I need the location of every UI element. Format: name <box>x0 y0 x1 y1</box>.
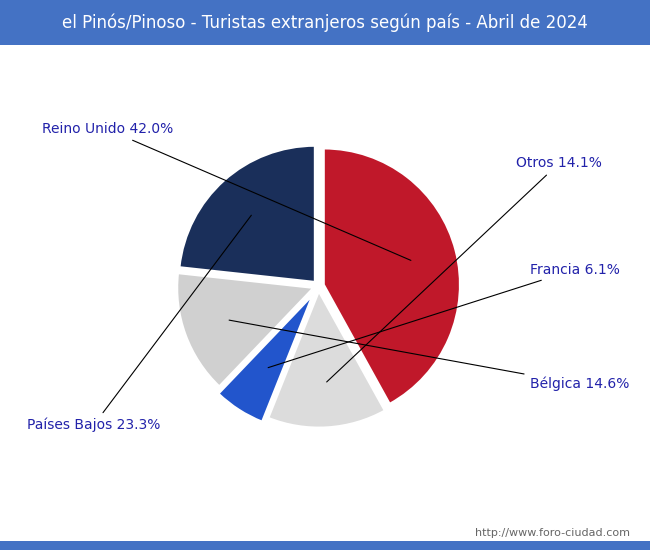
Text: el Pinós/Pinoso - Turistas extranjeros según país - Abril de 2024: el Pinós/Pinoso - Turistas extranjeros s… <box>62 14 588 32</box>
Text: Otros 14.1%: Otros 14.1% <box>327 156 602 382</box>
Text: Reino Unido 42.0%: Reino Unido 42.0% <box>42 123 411 260</box>
Wedge shape <box>324 148 460 404</box>
Wedge shape <box>179 146 315 282</box>
Wedge shape <box>177 273 313 386</box>
Text: http://www.foro-ciudad.com: http://www.foro-ciudad.com <box>476 528 630 538</box>
Text: Países Bajos 23.3%: Países Bajos 23.3% <box>27 215 252 432</box>
Text: Francia 6.1%: Francia 6.1% <box>268 263 619 367</box>
Wedge shape <box>268 292 385 428</box>
Wedge shape <box>218 295 313 422</box>
Text: Bélgica 14.6%: Bélgica 14.6% <box>229 320 629 391</box>
